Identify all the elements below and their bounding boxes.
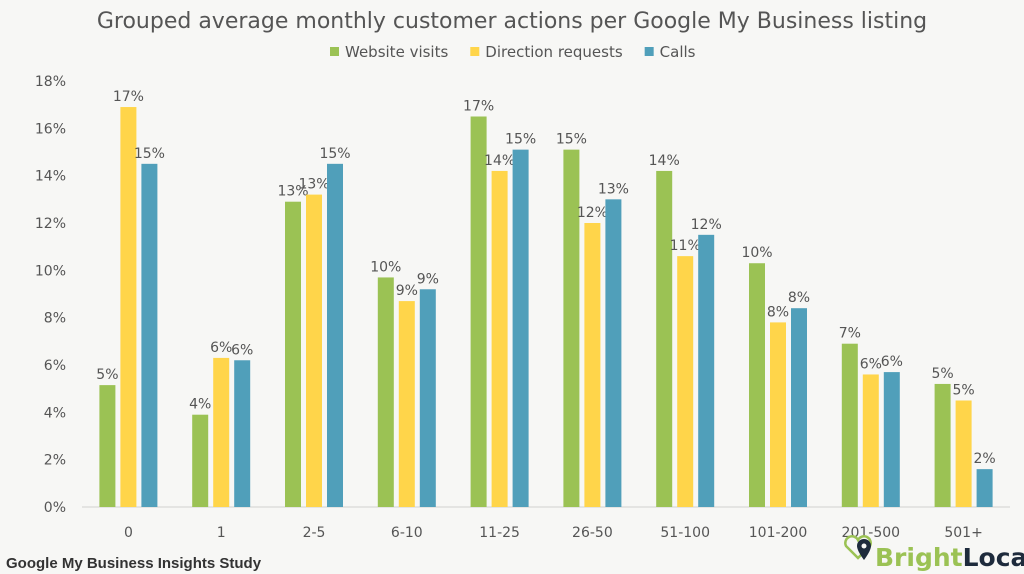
data-label: 12% xyxy=(577,205,608,221)
bar-website-visits xyxy=(749,263,765,507)
y-tick-label: 4% xyxy=(44,405,66,421)
bar-direction-requests xyxy=(770,322,786,507)
bar-direction-requests xyxy=(398,301,415,507)
legend-swatch xyxy=(330,47,339,56)
bar-calls xyxy=(512,149,529,507)
data-label: 9% xyxy=(396,283,418,299)
bar-website-visits xyxy=(470,116,487,507)
data-label: 8% xyxy=(767,304,789,320)
data-label: 5% xyxy=(931,366,953,382)
logo-text-bright: Bright xyxy=(875,543,963,572)
y-tick-label: 14% xyxy=(35,169,66,185)
data-label: 15% xyxy=(319,146,350,162)
data-label: 6% xyxy=(231,342,253,358)
bar-website-visits xyxy=(99,385,116,507)
y-tick-label: 8% xyxy=(44,311,66,327)
bar-website-visits xyxy=(934,383,951,507)
x-tick-label: 6-10 xyxy=(391,525,423,541)
legend-label: Direction requests xyxy=(485,43,623,61)
x-tick-label: 501+ xyxy=(944,525,982,541)
y-tick-label: 6% xyxy=(44,358,66,374)
data-label: 13% xyxy=(277,184,308,200)
bar-website-visits xyxy=(563,149,580,507)
legend-label: Calls xyxy=(660,43,696,61)
data-label: 8% xyxy=(788,290,810,306)
x-tick-label: 0 xyxy=(124,525,133,541)
bar-website-visits xyxy=(841,343,858,507)
data-label: 14% xyxy=(484,153,515,169)
legend-swatch xyxy=(644,47,654,56)
data-label: 9% xyxy=(417,271,439,287)
data-label: 6% xyxy=(881,354,903,370)
bar-direction-requests xyxy=(862,374,879,507)
x-tick-label: 26-50 xyxy=(572,525,613,541)
bar-calls xyxy=(141,163,158,508)
data-label: 15% xyxy=(134,146,165,162)
bar-website-visits xyxy=(656,170,673,507)
legend-label: Website visits xyxy=(345,43,448,61)
bar-calls xyxy=(327,163,343,508)
x-axis: 0 1 2-5 6-10 11-25 26-50 51-100 101-200 201-500 5… xyxy=(124,525,983,541)
data-label: 14% xyxy=(649,153,680,169)
brightlocal-logo: BrightLocal xyxy=(844,535,1024,572)
data-label: 6% xyxy=(860,356,882,372)
y-tick-label: 0% xyxy=(44,500,66,516)
x-tick-label: 101-200 xyxy=(749,525,808,541)
data-label: 17% xyxy=(113,89,144,105)
bar-calls xyxy=(698,234,715,508)
y-tick-label: 2% xyxy=(44,453,66,469)
data-label: 5% xyxy=(96,367,118,383)
bar-calls xyxy=(883,372,900,507)
data-label: 13% xyxy=(598,181,629,197)
location-heart-icon xyxy=(844,535,872,560)
data-label: 4% xyxy=(189,397,211,413)
chart-title: Grouped average monthly customer actions… xyxy=(97,9,927,34)
bar-website-visits xyxy=(192,414,209,507)
y-tick-label: 12% xyxy=(35,216,66,232)
bar-direction-requests xyxy=(677,256,694,507)
y-tick-label: 18% xyxy=(35,74,66,90)
bar-direction-requests xyxy=(306,194,322,507)
x-tick-label: 201-500 xyxy=(842,525,901,541)
bar-direction-requests xyxy=(955,400,972,507)
svg-text:BrightLocal: BrightLocal xyxy=(875,543,1024,572)
data-label: 15% xyxy=(556,132,587,148)
data-label: 6% xyxy=(210,340,232,356)
logo-text-local: Local xyxy=(963,543,1024,572)
data-label: 5% xyxy=(952,383,974,399)
legend-swatch xyxy=(470,47,480,56)
data-label: 10% xyxy=(741,245,772,261)
data-label: 12% xyxy=(691,217,722,233)
x-tick-label: 2-5 xyxy=(303,525,326,541)
bar-website-visits xyxy=(285,201,301,507)
data-label: 10% xyxy=(370,259,401,275)
data-label: 17% xyxy=(463,99,494,115)
bars: 5%17%15%4%6%6%13%13%15%10%9%9%17%14%15% 1… xyxy=(96,89,996,508)
bar-calls xyxy=(791,308,807,507)
data-label: 11% xyxy=(670,238,701,254)
bar-calls xyxy=(234,360,251,507)
source-caption: Google My Business Insights Study xyxy=(6,555,262,572)
bar-direction-requests xyxy=(120,107,137,508)
x-tick-label: 11-25 xyxy=(479,525,520,541)
data-label: 15% xyxy=(505,132,536,148)
x-tick-label: 1 xyxy=(217,525,226,541)
bar-direction-requests xyxy=(584,223,601,507)
data-label: 2% xyxy=(973,451,995,467)
y-tick-label: 10% xyxy=(35,263,66,279)
data-label: 7% xyxy=(839,326,861,342)
bar-calls xyxy=(976,469,993,507)
bar-calls xyxy=(605,199,622,508)
y-tick-label: 16% xyxy=(35,121,66,137)
data-label: 13% xyxy=(298,177,329,193)
legend: Website visits Direction requests Calls xyxy=(330,43,696,61)
bar-direction-requests xyxy=(491,170,508,507)
bar-direction-requests xyxy=(213,357,230,507)
x-tick-label: 51-100 xyxy=(660,525,710,541)
bar-website-visits xyxy=(377,277,394,507)
bar-calls xyxy=(419,289,436,507)
